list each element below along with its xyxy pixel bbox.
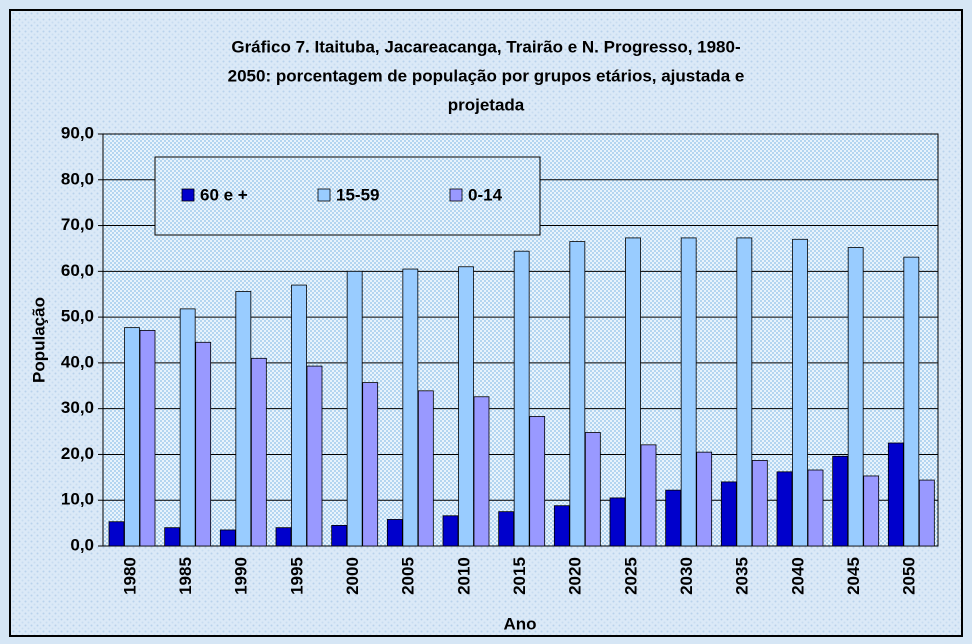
legend-swatch — [449, 188, 463, 202]
x-tick-label: 2030 — [677, 557, 696, 595]
bar — [609, 497, 626, 547]
y-tick-label: 60,0 — [61, 261, 94, 280]
bar — [362, 382, 379, 547]
x-tick-label: 2000 — [343, 557, 362, 595]
bar — [887, 442, 904, 547]
x-axis-label: Ano — [503, 614, 536, 633]
y-tick-label: 20,0 — [61, 444, 94, 463]
x-tick-label: 2035 — [733, 557, 752, 595]
bar — [306, 365, 323, 547]
bar — [179, 308, 196, 547]
x-tick-label: 2020 — [566, 557, 585, 595]
x-tick-label: 2040 — [788, 557, 807, 595]
y-axis-label: População — [29, 297, 48, 383]
bar — [696, 451, 713, 547]
bar — [720, 481, 737, 547]
bar — [195, 341, 212, 547]
bar — [680, 237, 697, 547]
x-tick-label: 2015 — [510, 557, 529, 595]
legend-label: 0-14 — [468, 185, 503, 204]
bar — [569, 241, 586, 547]
bar — [219, 529, 236, 547]
bar — [235, 291, 252, 547]
legend-label: 60 e + — [200, 185, 248, 204]
bar — [473, 396, 490, 547]
bar — [402, 268, 419, 547]
bar — [331, 525, 348, 547]
y-tick-label: 0,0 — [70, 535, 94, 554]
y-tick-label: 30,0 — [61, 398, 94, 417]
x-tick-label: 2010 — [454, 557, 473, 595]
x-tick-label: 1995 — [287, 557, 306, 595]
bar — [291, 284, 307, 547]
bar — [903, 256, 920, 547]
bar — [124, 327, 140, 547]
x-tick-label: 2050 — [900, 557, 919, 595]
chart-title: Gráfico 7. Itaituba, Jacareacanga, Trair… — [231, 37, 740, 56]
x-tick-label: 1980 — [120, 557, 139, 595]
bar — [776, 471, 793, 547]
y-tick-label: 90,0 — [61, 123, 94, 142]
chart-title: 2050: porcentagem de população por grupo… — [228, 66, 745, 85]
bar — [640, 444, 657, 547]
bar — [386, 519, 403, 547]
bar — [832, 455, 849, 547]
bar — [918, 479, 935, 547]
x-tick-label: 2045 — [844, 557, 863, 595]
legend-label: 15-59 — [336, 185, 379, 204]
bar — [807, 469, 824, 547]
y-tick-label: 80,0 — [61, 169, 94, 188]
bar — [458, 266, 474, 547]
x-tick-label: 1985 — [176, 557, 195, 595]
bar — [665, 489, 682, 547]
bar — [417, 390, 434, 547]
bar — [863, 475, 880, 547]
bar — [139, 329, 156, 547]
y-tick-label: 50,0 — [61, 307, 94, 326]
x-tick-label: 2005 — [399, 557, 418, 595]
bar — [498, 511, 515, 547]
bar — [584, 432, 601, 547]
bar — [625, 237, 641, 547]
bar — [346, 270, 363, 547]
bar — [442, 515, 459, 547]
bar — [164, 527, 181, 547]
y-tick-label: 10,0 — [61, 490, 94, 509]
bar — [553, 505, 570, 547]
bar — [108, 521, 125, 547]
bar — [529, 416, 546, 547]
legend-swatch — [317, 188, 331, 202]
legend — [154, 156, 541, 236]
chart-title: projetada — [448, 95, 525, 114]
x-tick-label: 2025 — [621, 557, 640, 595]
x-tick-label: 1990 — [232, 557, 251, 595]
bar — [847, 247, 864, 547]
legend-swatch — [181, 188, 195, 202]
y-tick-label: 40,0 — [61, 352, 94, 371]
bar — [751, 459, 768, 547]
bar — [736, 237, 753, 547]
bar — [513, 250, 530, 547]
bar — [792, 238, 808, 547]
y-tick-label: 70,0 — [61, 215, 94, 234]
bar — [275, 527, 292, 547]
bar — [250, 357, 267, 547]
